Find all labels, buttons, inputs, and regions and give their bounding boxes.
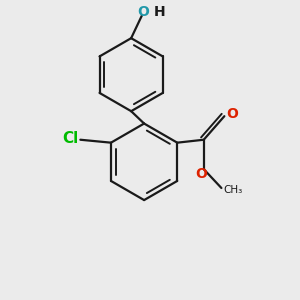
Text: Cl: Cl: [62, 131, 79, 146]
Text: O: O: [138, 5, 149, 19]
Text: O: O: [195, 167, 207, 182]
Text: CH₃: CH₃: [224, 185, 243, 195]
Text: O: O: [227, 107, 239, 121]
Text: H: H: [154, 5, 165, 19]
